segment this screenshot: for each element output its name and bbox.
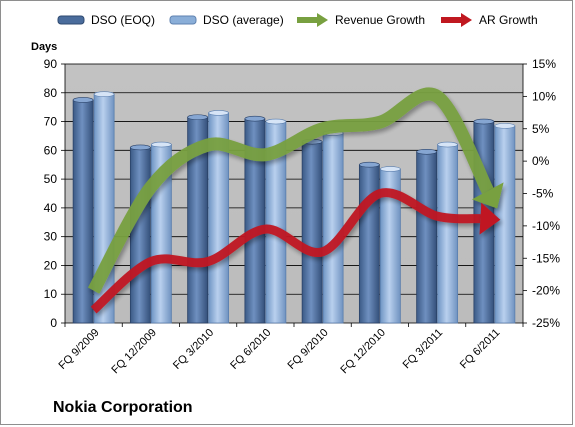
y-tick-label: 40	[44, 201, 58, 215]
line-ar-growth	[90, 188, 481, 314]
y-tick-label: 0	[50, 316, 57, 330]
bar-dso-eoq-cap	[244, 115, 266, 122]
bar-dso-eoq-cap	[359, 161, 380, 168]
y-tick-label: 60	[44, 143, 58, 157]
bar-dso-eoq-cap	[416, 148, 437, 155]
y-tick-label: 50	[44, 172, 58, 186]
bar-dso-average	[437, 144, 459, 324]
y-tick-label: 30	[44, 230, 58, 244]
bar-dso-eoq	[301, 141, 323, 324]
x-tick-label: FQ 9/2010	[286, 327, 331, 372]
y2-tick-label: -5%	[532, 187, 554, 201]
line-ar-growth-arrowhead	[479, 202, 501, 235]
y2-tick-label: 5%	[532, 122, 550, 136]
x-tick-label: FQ 6/2010	[228, 327, 273, 372]
y2-tick-label: -20%	[532, 284, 560, 298]
y-tick-label: 20	[44, 258, 58, 272]
line-revenue-growth-arrowhead	[471, 182, 504, 209]
legend-swatch-ar-growth	[441, 13, 472, 27]
legend-label-dso-average: DSO (average)	[203, 13, 284, 27]
legend-label-dso-eoq: DSO (EOQ)	[91, 13, 156, 27]
bar-dso-average-cap	[265, 118, 287, 125]
x-tick-label: FQ 9/2009	[57, 327, 102, 372]
legend-swatch-dso-average	[169, 15, 197, 25]
bar-dso-eoq	[358, 164, 380, 324]
bar-dso-eoq-cap	[130, 144, 151, 151]
y2-tick-label: -15%	[532, 251, 560, 265]
bar-dso-average-cap	[93, 91, 115, 98]
y-tick-label: 80	[44, 86, 58, 100]
x-tick-label: FQ 3/2011	[401, 327, 446, 372]
y-axis-title: Days	[31, 41, 58, 53]
bar-dso-eoq-cap	[187, 114, 208, 121]
bar-dso-eoq-cap	[72, 97, 94, 103]
chart-title: Nokia Corporation	[53, 399, 193, 416]
y2-tick-label: -10%	[532, 219, 560, 233]
legend-item-dso-average: DSO (average)	[169, 11, 284, 29]
x-tick-label: FQ 6/2011	[458, 327, 503, 372]
legend-swatch-revenue-growth	[297, 13, 328, 27]
bar-dso-eoq	[416, 151, 438, 324]
bar-dso-eoq-cap	[473, 118, 495, 125]
y-tick-label: 10	[44, 287, 58, 301]
legend-item-revenue-growth: Revenue Growth	[295, 11, 425, 29]
x-tick-label: FQ 12/2010	[338, 327, 388, 377]
bar-dso-eoq	[129, 147, 151, 324]
legend-swatch-dso-eoq	[57, 15, 85, 25]
bar-dso-average-cap	[208, 110, 229, 116]
x-tick-label: FQ 12/2009	[109, 327, 159, 377]
legend-label-ar-growth: AR Growth	[479, 13, 538, 27]
bar-dso-eoq	[72, 99, 94, 324]
legend-item-ar-growth: AR Growth	[439, 11, 538, 29]
y2-tick-label: 0%	[532, 154, 550, 168]
y-tick-label: 70	[44, 115, 58, 129]
legend-item-dso-eoq: DSO (EOQ)	[57, 11, 155, 29]
legend-label-revenue-growth: Revenue Growth	[335, 13, 426, 27]
bar-dso-average-cap	[151, 141, 172, 148]
x-tick-label: FQ 3/2010	[171, 327, 216, 372]
legend: DSO (EOQ) DSO (average) Revenue Growth A…	[1, 9, 574, 33]
bar-dso-average-cap	[380, 166, 401, 172]
bar-dso-average	[322, 132, 344, 324]
y2-tick-label: -25%	[532, 316, 560, 330]
bar-dso-average	[494, 125, 516, 324]
y2-tick-label: 15%	[532, 57, 556, 71]
y2-tick-label: 10%	[532, 89, 556, 103]
bar-dso-average-cap	[494, 123, 516, 129]
bar-dso-average-cap	[437, 141, 458, 148]
y-tick-label: 90	[44, 57, 58, 71]
line-revenue-growth	[87, 87, 494, 294]
